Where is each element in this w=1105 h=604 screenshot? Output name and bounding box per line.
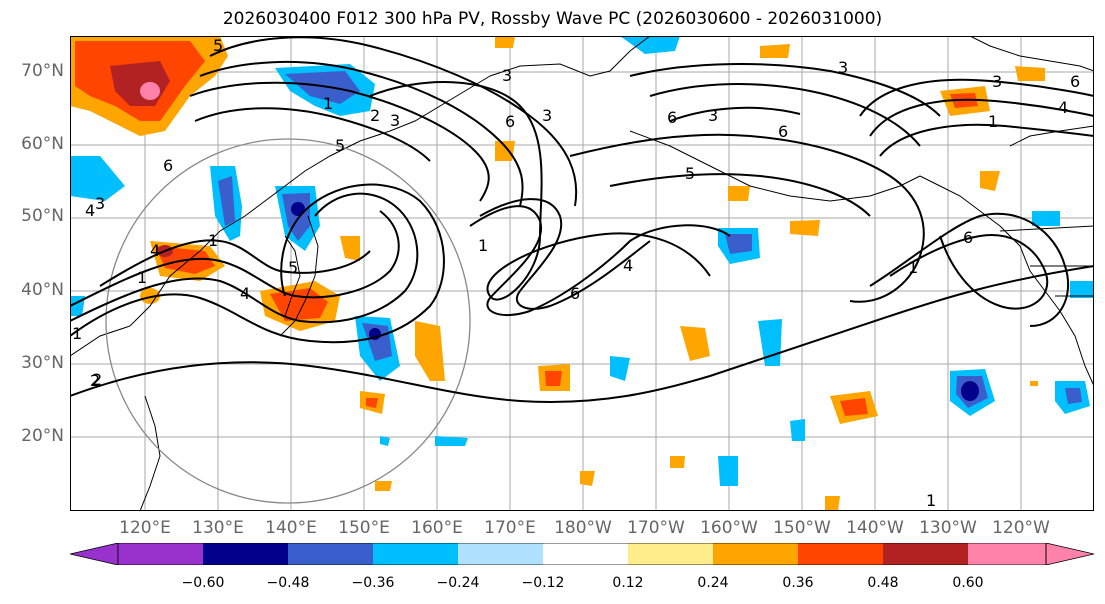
- colorbar-tick: 0.60: [952, 575, 984, 591]
- lon-label-150w: 150°W: [773, 518, 831, 538]
- map-panel: [70, 36, 1094, 511]
- colorbar-segment: [288, 543, 373, 565]
- lat-label-70: 70°N: [21, 61, 64, 81]
- colorbar-tick: −0.24: [436, 575, 480, 591]
- colorbar-extend-low: [70, 543, 119, 565]
- colorbar-tick: 0.36: [782, 575, 814, 591]
- lon-label-170e: 170°E: [484, 518, 536, 538]
- coastlines: [70, 36, 1094, 511]
- lon-label-120w: 120°W: [992, 518, 1050, 538]
- pv-anomaly-fills: [70, 36, 1094, 511]
- reference-circle: [105, 138, 471, 504]
- colorbar-tick: 0.48: [867, 575, 899, 591]
- map-title: 2026030400 F012 300 hPa PV, Rossby Wave …: [222, 9, 883, 29]
- pv-contours: [70, 36, 1094, 403]
- lat-label-30: 30°N: [21, 353, 64, 373]
- lon-label-140w: 140°W: [846, 518, 904, 538]
- colorbar-tick: 0.24: [697, 575, 729, 591]
- colorbar-segment: [118, 543, 203, 565]
- lat-label-40: 40°N: [21, 280, 64, 300]
- lon-label-180w: 180°W: [554, 518, 612, 538]
- colorbar: [70, 543, 1094, 565]
- colorbar-extend-high: [1045, 543, 1094, 565]
- colorbar-segment: [713, 543, 798, 565]
- lon-label-160e: 160°E: [411, 518, 463, 538]
- lon-label-170w: 170°W: [627, 518, 685, 538]
- colorbar-segment: [203, 543, 288, 565]
- lat-label-50: 50°N: [21, 206, 64, 226]
- colorbar-segment: [458, 543, 543, 565]
- lon-label-160w: 160°W: [700, 518, 758, 538]
- colorbar-tick: 0.12: [612, 575, 644, 591]
- lat-label-60: 60°N: [21, 134, 64, 154]
- colorbar-segment: [968, 543, 1046, 565]
- lon-label-120e: 120°E: [119, 518, 171, 538]
- colorbar-tick: −0.36: [351, 575, 395, 591]
- colorbar-tick: −0.60: [181, 575, 225, 591]
- graticule: [70, 36, 1094, 511]
- colorbar-segment: [628, 543, 713, 565]
- colorbar-segment: [798, 543, 883, 565]
- colorbar-segment: [543, 543, 628, 565]
- colorbar-tick: −0.48: [266, 575, 310, 591]
- lat-label-20: 20°N: [21, 426, 64, 446]
- colorbar-segment: [883, 543, 968, 565]
- colorbar-tick: −0.12: [521, 575, 565, 591]
- lon-label-130w: 130°W: [919, 518, 977, 538]
- lon-label-140e: 140°E: [265, 518, 317, 538]
- lon-label-130e: 130°E: [192, 518, 244, 538]
- colorbar-segment: [373, 543, 458, 565]
- lon-label-150e: 150°E: [338, 518, 390, 538]
